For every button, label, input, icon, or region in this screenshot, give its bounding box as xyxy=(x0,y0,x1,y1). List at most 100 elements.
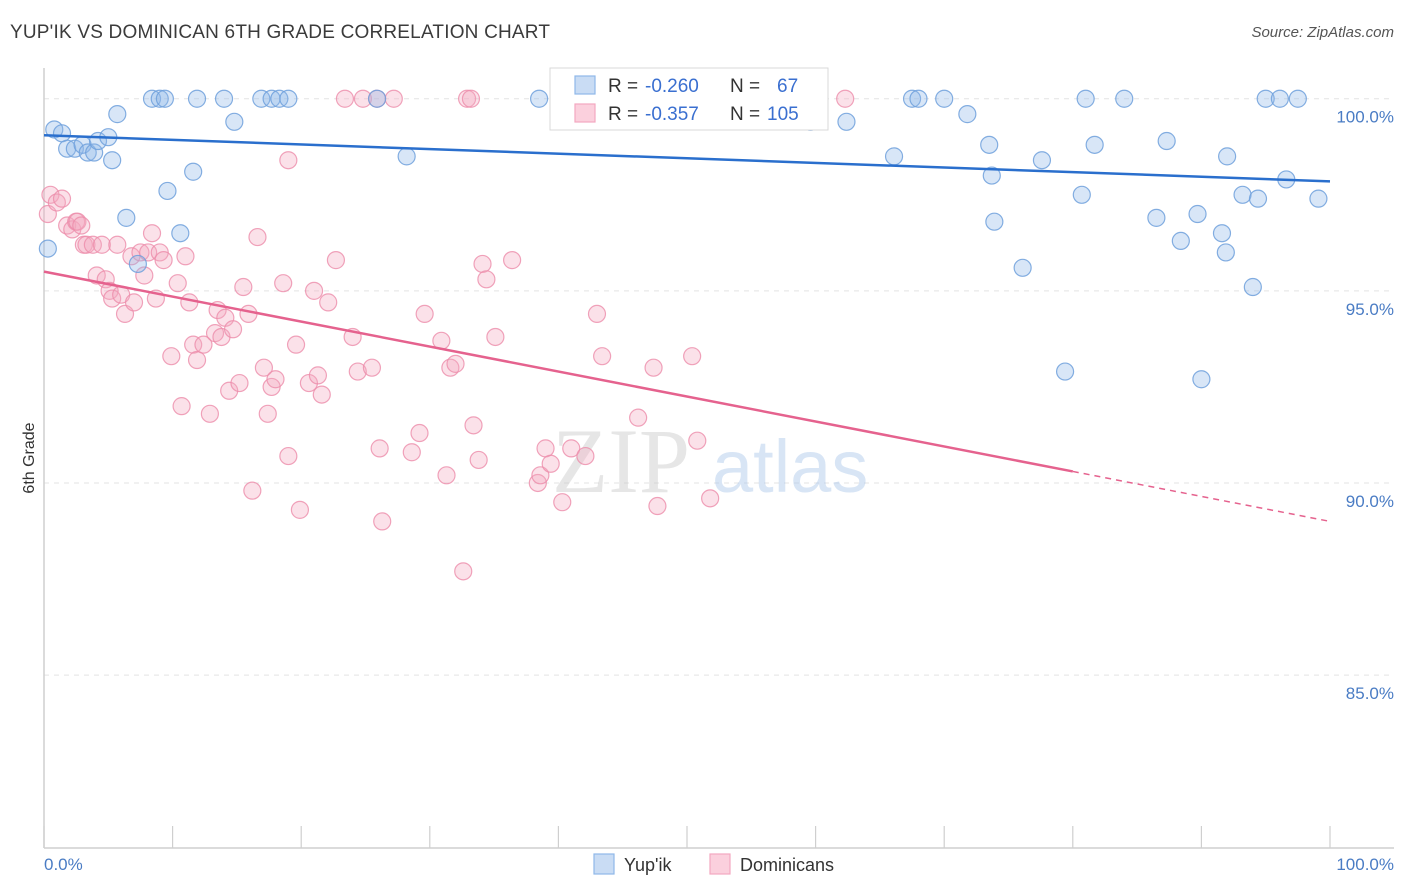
legend-n-value-2: 105 xyxy=(767,104,799,125)
yupik-point xyxy=(1256,89,1275,108)
dominicans-point xyxy=(335,89,355,108)
series-legend-label-yupik: Yup'ik xyxy=(624,855,672,875)
dominicans-point xyxy=(553,493,572,512)
dominicans-point xyxy=(587,304,607,324)
dominicans-point xyxy=(593,347,612,366)
dominicans-point xyxy=(243,481,262,500)
dominicans-point xyxy=(348,362,367,381)
dominicans-point xyxy=(131,243,150,262)
yupik-point xyxy=(225,112,244,131)
dominicans-point xyxy=(683,347,702,366)
dominicans-point xyxy=(326,251,346,270)
dominicans-point xyxy=(312,385,331,404)
yupik-point xyxy=(155,89,174,108)
yupik-point xyxy=(1218,147,1237,166)
dominicans-point xyxy=(239,304,258,324)
legend-swatch-dominicans xyxy=(574,103,596,123)
dominicans-point xyxy=(362,358,382,377)
yupik-point xyxy=(1072,185,1091,204)
yupik-point xyxy=(279,89,298,108)
dominicans-point xyxy=(142,224,162,243)
legend-r-label-1: R = xyxy=(608,76,638,97)
yupik-point xyxy=(85,143,104,162)
yupik-point xyxy=(1013,258,1032,277)
dominicans-point xyxy=(223,320,243,339)
dominicans-point xyxy=(370,439,389,458)
dominicans-point xyxy=(576,446,595,466)
dominicans-point xyxy=(415,304,434,324)
dominicans-point xyxy=(531,466,550,485)
yupik-trend-line xyxy=(43,133,1331,183)
yupik-point xyxy=(1076,89,1095,108)
watermark: ZIP atlas xyxy=(552,410,868,512)
dominicans-point xyxy=(290,500,310,519)
dominicans-points xyxy=(38,89,855,581)
dominicans-point xyxy=(92,235,111,254)
yupik-point xyxy=(78,143,97,162)
yupik-point xyxy=(103,151,122,170)
y-axis-label: 6th Grade xyxy=(21,422,38,493)
yupik-point xyxy=(252,89,271,108)
yupik-point xyxy=(837,112,856,131)
legend-r-label-2: R = xyxy=(608,104,638,125)
dominicans-point xyxy=(536,439,555,458)
dominicans-point xyxy=(461,89,481,108)
watermark-atlas: atlas xyxy=(712,425,868,508)
dominicans-point xyxy=(254,358,274,377)
dominicans-point xyxy=(308,366,328,385)
dominicans-point xyxy=(87,266,106,285)
dominicans-point xyxy=(172,397,191,416)
yupik-point xyxy=(1055,362,1075,381)
dominicans-point xyxy=(486,327,505,347)
yupik-points xyxy=(38,89,1328,389)
dominicans-point xyxy=(72,216,91,235)
yupik-point xyxy=(108,105,127,124)
series-legend-swatch-dominicans xyxy=(709,853,731,875)
dominicans-point xyxy=(248,227,267,247)
yupik-point xyxy=(1243,277,1262,297)
x-tick-label-max: 100.0% xyxy=(1336,855,1394,874)
dominicans-point xyxy=(629,408,648,427)
yupik-point xyxy=(128,254,147,274)
yupik-point xyxy=(1188,204,1207,224)
legend-n-value-1: 67 xyxy=(777,76,798,97)
yupik-point xyxy=(1032,151,1052,170)
yupik-point xyxy=(117,208,136,227)
dominicans-point xyxy=(477,270,496,289)
dominicans-point xyxy=(220,381,239,400)
yupik-point xyxy=(902,89,922,108)
dominicans-trend-line xyxy=(43,270,1074,473)
dominicans-point xyxy=(103,289,122,308)
y-axis-tick-labels: 85.0% 90.0% 95.0% 100.0% xyxy=(1336,108,1394,703)
yupik-point xyxy=(158,181,177,201)
yupik-point xyxy=(958,105,977,124)
yupik-point xyxy=(982,166,1001,185)
yupik-point xyxy=(187,89,207,108)
dominicans-point xyxy=(473,254,492,274)
dominicans-point xyxy=(194,335,213,354)
dominicans-point xyxy=(541,454,560,473)
yupik-point xyxy=(1085,135,1104,154)
dominicans-point xyxy=(469,450,488,470)
stats-legend-box xyxy=(549,67,829,131)
yupik-point xyxy=(1216,243,1235,262)
dominicans-point xyxy=(562,439,581,458)
yupik-point xyxy=(367,89,387,108)
dominicans-point xyxy=(168,274,187,293)
legend-n-label-2: N = xyxy=(730,104,760,125)
dominicans-point xyxy=(836,89,855,108)
yupik-point xyxy=(909,89,928,108)
dominicans-point xyxy=(701,489,720,508)
yupik-point xyxy=(150,89,169,108)
dominicans-point xyxy=(187,350,207,370)
dominicans-point xyxy=(184,335,203,354)
series-legend-label-dominicans: Dominicans xyxy=(740,855,834,875)
yupik-point xyxy=(985,212,1004,231)
x-tick-label-min: 0.0% xyxy=(44,855,83,874)
dominicans-point xyxy=(446,354,465,373)
yupik-point xyxy=(1157,131,1176,151)
yupik-point xyxy=(935,89,954,108)
stats-legend: R = -0.260 N = 67 R = -0.357 N = 105 xyxy=(549,67,829,131)
yupik-point xyxy=(52,124,72,143)
